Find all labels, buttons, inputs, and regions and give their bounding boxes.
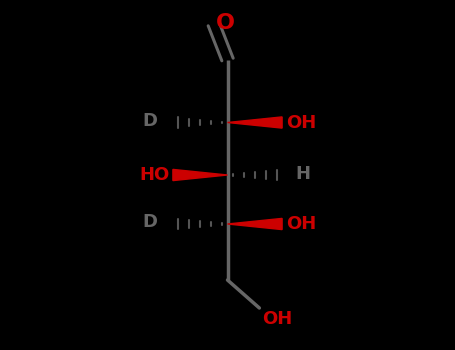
Text: D: D (142, 112, 157, 130)
Polygon shape (173, 169, 228, 181)
Text: OH: OH (286, 215, 316, 233)
Text: D: D (142, 213, 157, 231)
Polygon shape (228, 218, 282, 230)
Text: HO: HO (139, 166, 169, 184)
Text: H: H (296, 165, 311, 183)
Text: O: O (216, 13, 235, 34)
Polygon shape (228, 117, 282, 128)
Text: OH: OH (262, 310, 292, 328)
Text: OH: OH (286, 113, 316, 132)
